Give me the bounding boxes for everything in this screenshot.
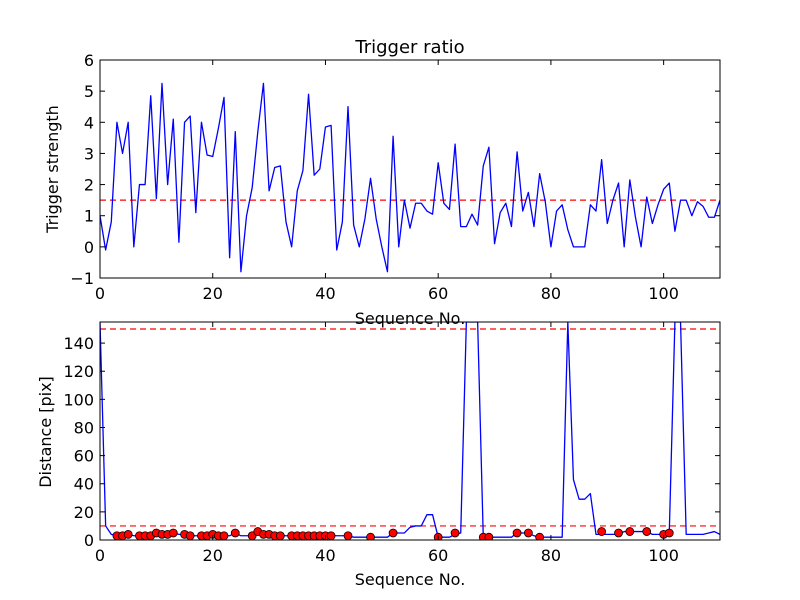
y-tick-label: 40 [74, 475, 94, 494]
x-tick-label: 80 [541, 284, 561, 303]
data-point-44 [625, 527, 635, 536]
data-point-43 [614, 528, 623, 538]
x-tick-label: 100 [648, 546, 679, 565]
x-tick-label: 60 [428, 284, 448, 303]
data-point-32 [343, 531, 353, 540]
data-point-9 [168, 528, 178, 538]
data-point-47 [664, 528, 674, 538]
data-point-41 [535, 532, 545, 540]
data-point-36 [450, 528, 460, 538]
x-tick-label: 100 [648, 284, 679, 303]
x-tick-label: 40 [315, 284, 335, 303]
x-tick-label: 80 [541, 546, 561, 565]
axes-frame [99, 321, 721, 541]
y-axis-label: Trigger strength [43, 105, 62, 234]
data-point-2 [123, 529, 133, 539]
data-point-31 [326, 531, 336, 540]
y-tick-label: 6 [84, 51, 94, 70]
x-tick-label: 20 [203, 284, 223, 303]
x-tick-label: 40 [315, 546, 335, 565]
y-tick-label: 1 [84, 207, 94, 226]
y-tick-label: 100 [63, 390, 94, 409]
y-tick-label: −1 [70, 269, 94, 288]
y-tick-label: 140 [63, 334, 94, 353]
axes-frame [99, 59, 721, 279]
y-tick-label: 4 [84, 113, 94, 132]
x-tick-label: 0 [95, 546, 105, 565]
plot-area [100, 82, 720, 273]
y-tick-label: 0 [84, 531, 94, 550]
y-tick-label: 120 [63, 362, 94, 381]
x-tick-label: 60 [428, 546, 448, 565]
x-tick-label: 0 [95, 284, 105, 303]
y-tick-label: 5 [84, 82, 94, 101]
y-tick-label: 2 [84, 176, 94, 195]
data-point-39 [512, 528, 522, 538]
y-tick-label: 60 [74, 447, 94, 466]
data-point-11 [185, 531, 195, 540]
distance-chart: 0 20 40 60 80 100 0 20 40 60 80 100 120 140 Sequence N… [36, 321, 721, 589]
x-tick-label: 20 [203, 546, 223, 565]
data-point-38 [484, 532, 494, 540]
data-point-16 [219, 531, 229, 540]
data-point-40 [523, 528, 533, 538]
x-axis-label: Sequence No. [355, 309, 466, 328]
y-tick-label: 3 [84, 144, 94, 163]
data-point-42 [597, 527, 607, 536]
y-tick-label: 80 [74, 418, 94, 437]
y-axis-label: Distance [pix] [36, 376, 55, 488]
data-point-17 [230, 528, 240, 538]
y-tick-label: 0 [84, 238, 94, 257]
x-axis-label: Sequence No. [355, 570, 466, 589]
data-point-34 [388, 528, 398, 538]
chart-title: Trigger ratio [354, 37, 464, 58]
data-point-45 [642, 527, 652, 536]
data-point-23 [275, 531, 285, 540]
series-line-0 [100, 82, 720, 273]
data-point-33 [366, 532, 375, 540]
y-tick-label: 20 [74, 503, 94, 522]
